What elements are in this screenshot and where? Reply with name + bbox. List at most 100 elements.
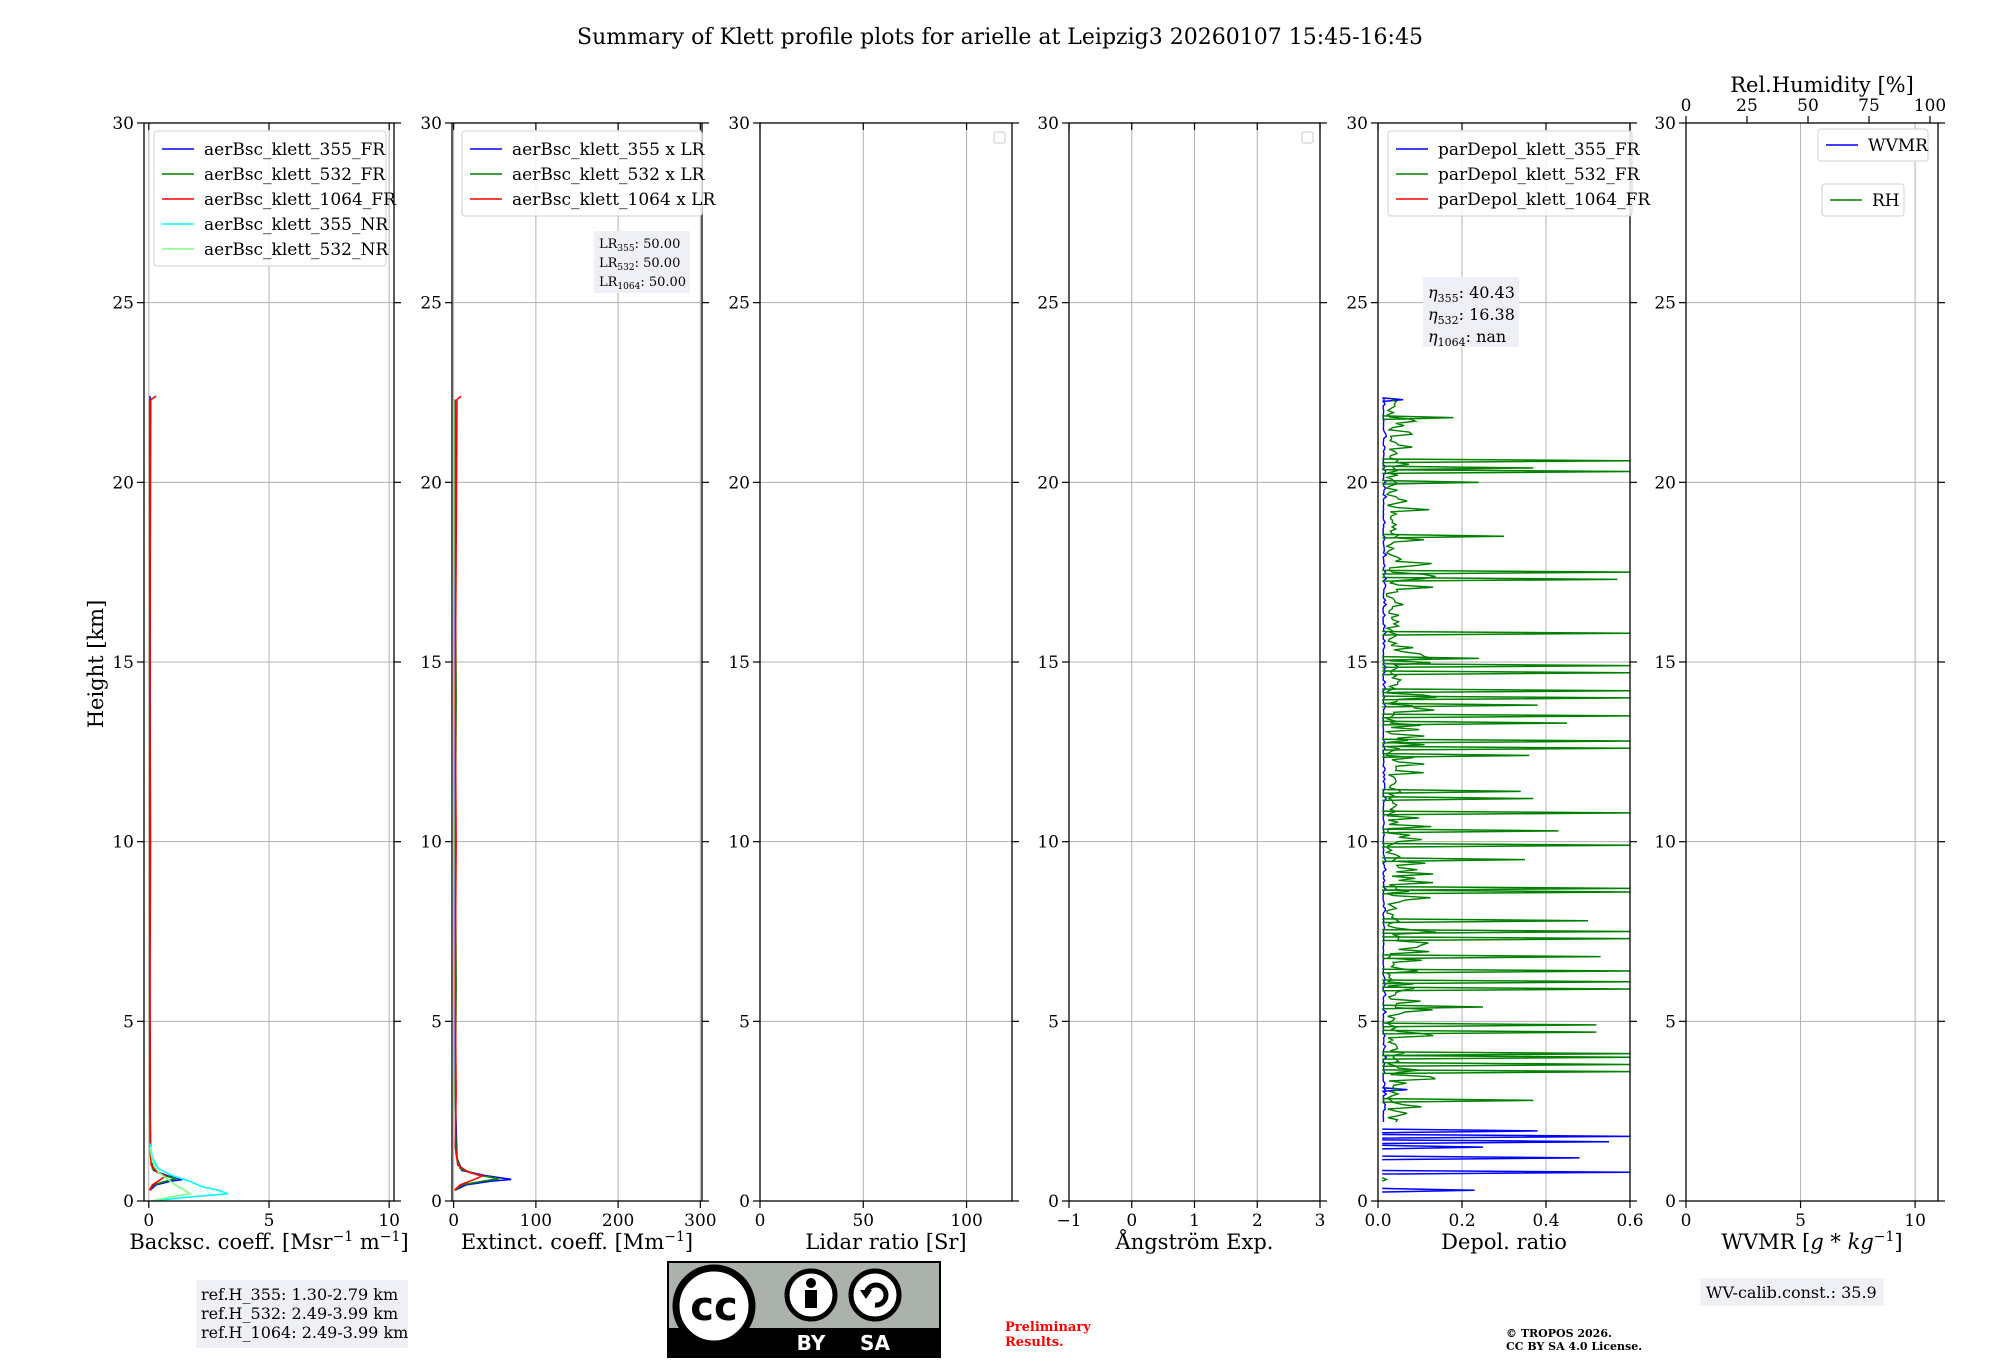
annotation-bg — [1423, 277, 1519, 347]
series-spike — [1382, 713, 1630, 719]
series-line — [454, 399, 500, 1191]
y-axis-title: Height [km] — [84, 600, 108, 729]
x-tick-label: 100 — [950, 1211, 982, 1231]
eta-sub: 532 — [1438, 314, 1459, 327]
series-spike — [1382, 1022, 1597, 1028]
y-tick-label: 5 — [1357, 1012, 1368, 1032]
series-spike — [1382, 479, 1479, 485]
series-spike — [1382, 1139, 1610, 1145]
eta-value: : 16.38 — [1459, 305, 1515, 324]
share-alike-icon — [848, 1268, 902, 1322]
series-spike — [1382, 796, 1534, 802]
series-spike — [1382, 1004, 1484, 1010]
license-by: BY — [797, 1331, 826, 1355]
series-spike — [1382, 1087, 1408, 1093]
eta-text: η355: 40.43 — [1428, 283, 1515, 305]
cc-logo-icon — [672, 1264, 756, 1348]
lidar-ratio-text: LR355: 50.00 — [599, 237, 680, 254]
series-spike — [1382, 1097, 1534, 1103]
legend-label: aerBsc_klett_532 x LR — [512, 165, 706, 185]
y-tick-label: 30 — [1346, 114, 1368, 134]
lidar-ratio-text: LR532: 50.00 — [599, 256, 680, 273]
legend-depol: parDepol_klett_355_FR parDepol_klett_532_… — [1387, 130, 1651, 217]
legend-wv: WVMR RH — [1817, 128, 1929, 217]
top-axis-title: Rel.Humidity [%] — [1730, 73, 1914, 97]
copyright-line1: © TROPOS 2026. — [1506, 1327, 1612, 1340]
x-tick-label: 0.6 — [1616, 1211, 1643, 1231]
eta-value: : 40.43 — [1459, 283, 1515, 302]
xlabel-italic: g * kg — [1810, 1230, 1873, 1254]
y-tick-label: 0 — [123, 1192, 134, 1212]
lr-label: LR — [599, 237, 619, 252]
x-tick-label: 10 — [1904, 1211, 1926, 1231]
top-tick-label: 50 — [1797, 96, 1819, 116]
x-tick-label: 0 — [143, 1211, 154, 1231]
series-spike — [1382, 415, 1454, 421]
series-spike — [1382, 1169, 1630, 1175]
y-tick-label: 5 — [123, 1012, 134, 1032]
series-line — [148, 395, 168, 1191]
x-tick-label: −1 — [1056, 1211, 1081, 1231]
y-tick-label: 30 — [728, 114, 750, 134]
legend-backscatter: aerBsc_klett_355_FR aerBsc_klett_532_FRae… — [153, 130, 397, 267]
lr-value: : 50.00 — [640, 275, 686, 290]
series-spike — [1382, 1054, 1630, 1060]
legend-label: WVMR — [1868, 136, 1929, 156]
y-tick-label: 0 — [739, 1192, 750, 1212]
x-tick-label: 0 — [1681, 1211, 1692, 1231]
ref-height-532: ref.H_532: 2.49-3.99 km — [201, 1304, 398, 1323]
x-tick-label: 5 — [1795, 1211, 1806, 1231]
legend-label: aerBsc_klett_1064 x LR — [512, 190, 716, 210]
x-axis-title: Backsc. coeff. [Msr−1 m−1] — [129, 1229, 408, 1254]
license-sa: SA — [860, 1331, 890, 1355]
legend-label: parDepol_klett_532_FR — [1438, 165, 1641, 185]
series-spike — [1382, 885, 1630, 891]
x-tick-label: 0 — [448, 1211, 459, 1231]
legend-label: aerBsc_klett_355 x LR — [512, 140, 706, 160]
legend-label: parDepol_klett_1064_FR — [1438, 190, 1651, 210]
y-tick-label: 15 — [1654, 653, 1676, 673]
panel-extinction: 0 100 200 300 0 5 10 15 20 25 30 Extinct. coeff. [M… — [420, 114, 716, 1254]
y-tick-label: 5 — [1048, 1012, 1059, 1032]
series-spike — [1382, 663, 1630, 669]
y-tick-label: 20 — [1654, 473, 1676, 493]
legend-box-wvmr — [1817, 128, 1929, 162]
series-noise — [1384, 399, 1437, 1123]
preliminary-line1: Preliminary — [1005, 1320, 1091, 1335]
series-spike — [1382, 702, 1538, 708]
legend-box — [153, 130, 387, 267]
legend-box — [1387, 130, 1633, 217]
x-axis-title: WVMR [g * kg−1] — [1721, 1229, 1902, 1254]
series-spike — [1382, 1061, 1630, 1067]
series-spike — [1382, 968, 1630, 974]
xlabel-part: Extinct. coeff. [Mm — [461, 1230, 664, 1254]
legend-label: aerBsc_klett_1064_FR — [204, 190, 397, 210]
series-spike — [1382, 788, 1521, 794]
y-tick-label: 15 — [112, 653, 134, 673]
x-axis-title: Depol. ratio — [1441, 1230, 1567, 1254]
series-spike — [1382, 954, 1601, 960]
x-tick-label: 3 — [1315, 1211, 1326, 1231]
series-spike — [1382, 688, 1630, 694]
y-tick-label: 25 — [728, 294, 750, 314]
top-tick-label: 75 — [1858, 96, 1880, 116]
xlabel-part: Backsc. coeff. [Msr — [129, 1230, 333, 1254]
lr-sub: 355 — [617, 244, 634, 254]
x-tick-label: 0.4 — [1532, 1211, 1559, 1231]
x-axis-title: Lidar ratio [Sr] — [805, 1230, 966, 1254]
series-spike — [1382, 857, 1526, 863]
series-spike — [1382, 720, 1568, 726]
xlabel-mid: m — [353, 1230, 380, 1254]
series-spike — [1382, 918, 1589, 924]
copyright-line2: CC BY SA 4.0 License. — [1506, 1340, 1642, 1353]
lr-sub: 1064 — [617, 282, 640, 292]
xlabel-sup2: −1 — [380, 1229, 401, 1245]
lr-label: LR — [599, 275, 619, 290]
series-spike — [1382, 458, 1630, 464]
cc-logo-text: cc — [690, 1284, 737, 1330]
y-tick-label: 15 — [420, 653, 442, 673]
x-tick-label: 0.2 — [1448, 1211, 1475, 1231]
